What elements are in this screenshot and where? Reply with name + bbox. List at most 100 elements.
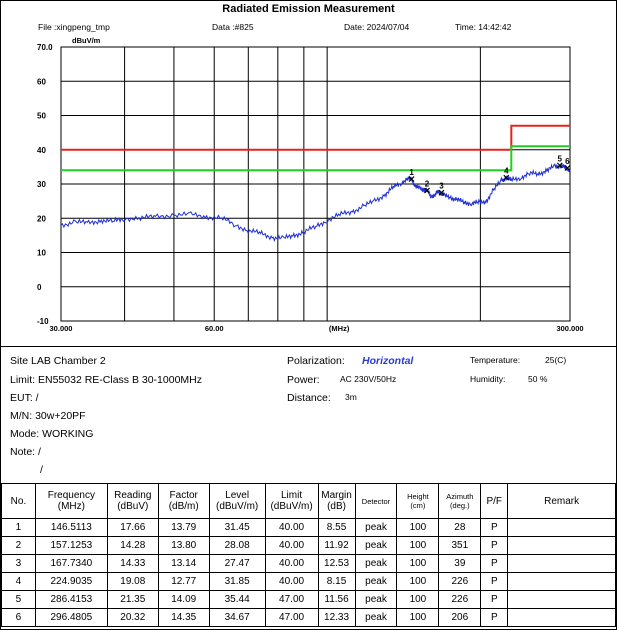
y-tick-label: 30 <box>37 180 46 189</box>
polarization-value: Horizontal <box>362 355 414 367</box>
y-tick-label: 70.0 <box>37 43 53 52</box>
humidity-value: 50 % <box>528 374 548 384</box>
column-header-line: Limit <box>281 490 303 501</box>
mode-text: Mode: WORKING <box>10 428 94 440</box>
column-header: P/F <box>480 483 509 519</box>
distance-value: 3m <box>345 392 357 402</box>
table-cell: 40.00 <box>264 518 319 537</box>
table-cell: 4 <box>1 572 36 591</box>
table-cell: 100 <box>396 536 440 555</box>
table-cell: 21.35 <box>106 590 159 609</box>
table-cell: 28 <box>438 518 482 537</box>
column-header-line: P/F <box>486 495 503 507</box>
column-header-line: Reading <box>114 490 152 501</box>
y-tick-label: 20 <box>37 214 46 223</box>
column-header-line: Margin <box>321 490 352 501</box>
column-header-line: Remark <box>544 495 580 507</box>
table-cell: 226 <box>438 572 482 591</box>
marker-label: 6 <box>565 157 570 166</box>
table-cell: 8.15 <box>317 572 356 591</box>
temperature-label: Temperature: <box>470 355 521 365</box>
table-cell: 14.28 <box>106 536 159 555</box>
table-cell: 12.53 <box>317 554 356 573</box>
column-header-unit: (dB/m) <box>168 501 199 512</box>
table-cell: 8.55 <box>317 518 356 537</box>
table-cell: 286.4153 <box>34 590 108 609</box>
marker-point <box>564 165 571 171</box>
trace-line <box>60 163 571 243</box>
marker-label: 4 <box>504 167 509 176</box>
table-cell: P <box>480 536 509 555</box>
x-tick-label: 30.000 <box>50 324 73 333</box>
table-cell: 157.1253 <box>34 536 108 555</box>
table-row: 1 146.5113 17.66 13.79 31.45 40.00 8.55 peak 100… <box>1 518 616 537</box>
table-cell: peak <box>354 608 398 627</box>
note-text: Note: / <box>10 446 41 458</box>
table-cell: 2 <box>1 536 36 555</box>
limit-line <box>61 124 570 151</box>
column-header: Margin (dB) <box>317 483 356 519</box>
table-cell: 28.08 <box>208 536 266 555</box>
column-header-unit: (MHz) <box>57 501 85 512</box>
file-label: File :xingpeng_tmp <box>38 22 110 32</box>
table-cell: 167.7340 <box>34 554 108 573</box>
emission-chart: 70.0 60 50 40 30 20 10 0 -10 dBuV/m 30.000 60.00 300… <box>37 36 584 333</box>
column-header-line: Level <box>225 490 250 501</box>
table-cell: peak <box>354 590 398 609</box>
table-cell: 11.56 <box>317 590 356 609</box>
table-cell: 100 <box>396 554 440 573</box>
table-cell: 100 <box>396 572 440 591</box>
table-cell <box>507 518 616 537</box>
y-axis-unit: dBuV/m <box>72 36 101 45</box>
table-cell: 12.77 <box>157 572 210 591</box>
x-tick-label: 60.00 <box>205 324 224 333</box>
marker-label: 3 <box>439 182 444 191</box>
report-title: Radiated Emission Measurement <box>222 3 395 15</box>
column-header: Reading (dBuV) <box>106 483 159 519</box>
table-cell: 14.35 <box>157 608 210 627</box>
y-tick-label: 40 <box>37 146 46 155</box>
table-cell: 224.9035 <box>34 572 108 591</box>
limit-line <box>61 145 570 172</box>
table-cell: 17.66 <box>106 518 159 537</box>
y-tick-label: -10 <box>37 317 49 326</box>
table-cell: 100 <box>396 590 440 609</box>
column-header-line: No. <box>10 495 27 507</box>
column-header-unit: (deg.) <box>450 501 470 510</box>
table-cell: peak <box>354 518 398 537</box>
table-cell: 206 <box>438 608 482 627</box>
column-header: Remark <box>507 483 616 519</box>
table-cell: 35.44 <box>208 590 266 609</box>
table-cell: 226 <box>438 590 482 609</box>
column-header: Level (dBuV/m) <box>208 483 266 519</box>
marker-point <box>503 174 510 181</box>
table-row: 6 296.4805 20.32 14.35 34.67 47.00 12.33 peak 10… <box>1 608 616 627</box>
column-header-unit: (dBuV/m) <box>270 501 313 512</box>
table-cell: 296.4805 <box>34 608 108 627</box>
marker-label: 5 <box>558 154 563 163</box>
column-header-unit: (cm) <box>410 501 426 510</box>
table-cell: 47.00 <box>264 590 319 609</box>
table-cell: 13.80 <box>157 536 210 555</box>
table-cell: 13.79 <box>157 518 210 537</box>
table-cell: 11.92 <box>317 536 356 555</box>
model-text: M/N: 30w+20PF <box>10 410 86 422</box>
x-axis-unit: (MHz) <box>329 324 350 333</box>
table-cell: 40.00 <box>264 536 319 555</box>
time-label: Time: 14:42:42 <box>455 22 512 32</box>
table-cell <box>507 572 616 591</box>
table-row: 5 286.4153 21.35 14.09 35.44 47.00 11.56 peak 10… <box>1 590 616 609</box>
column-header-line: Frequency <box>47 490 95 501</box>
table-cell: 3 <box>1 554 36 573</box>
column-header: Frequency (MHz) <box>34 483 108 519</box>
table-cell: peak <box>354 554 398 573</box>
polarization-label: Polarization: <box>287 355 345 367</box>
temperature-value: 25(C) <box>545 355 567 365</box>
table-cell: peak <box>354 572 398 591</box>
table-cell: 31.85 <box>208 572 266 591</box>
power-value: AC 230V/50Hz <box>340 374 397 384</box>
table-cell: P <box>480 590 509 609</box>
table-row: 2 157.1253 14.28 13.80 28.08 40.00 11.92 peak 10… <box>1 536 616 555</box>
marker-point <box>424 187 430 194</box>
marker-point <box>408 176 415 182</box>
